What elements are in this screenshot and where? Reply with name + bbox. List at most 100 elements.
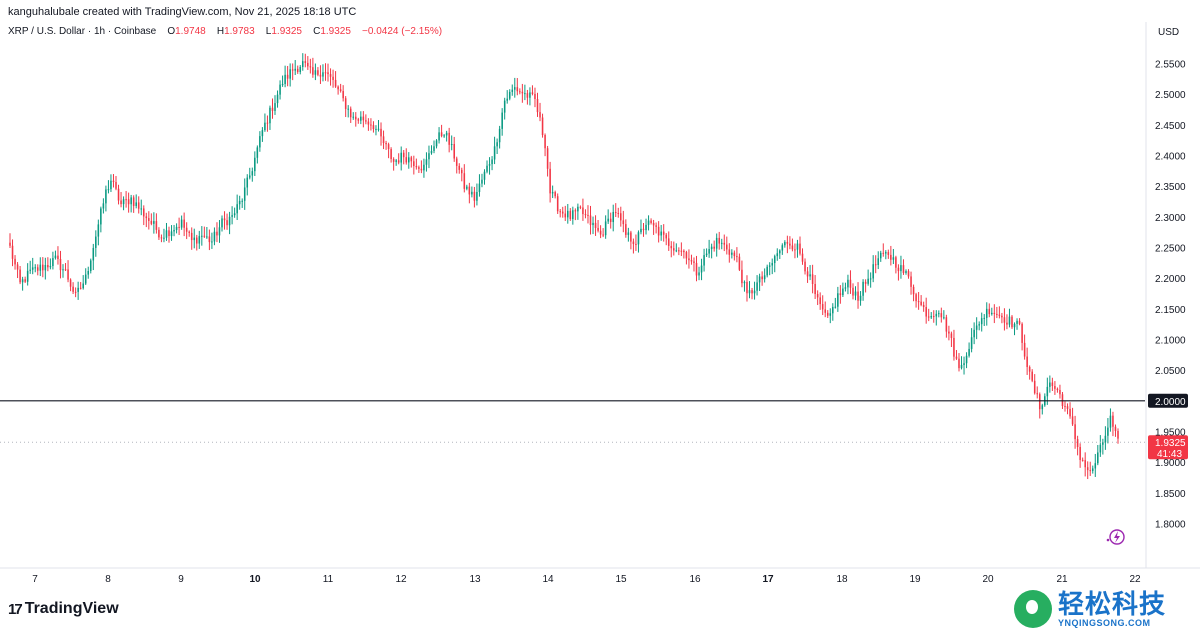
candle-body <box>372 125 375 130</box>
candle-body <box>203 235 206 237</box>
candle-body <box>516 87 519 92</box>
candle-body <box>1102 442 1104 445</box>
candle-body <box>387 144 390 150</box>
candle-body <box>958 358 960 369</box>
candle-body <box>102 203 105 209</box>
candle-body <box>1036 393 1039 395</box>
candle-body <box>761 276 763 280</box>
candle-body <box>92 247 95 261</box>
candle-body <box>806 271 809 277</box>
lightning-icon-bolt <box>1114 531 1120 543</box>
lightning-icon[interactable] <box>1106 529 1125 545</box>
candle-body <box>410 157 413 162</box>
candle-body <box>190 232 193 241</box>
candle-body <box>592 222 594 226</box>
candle-body <box>897 267 900 272</box>
candle-body <box>501 112 503 129</box>
candle-body <box>1041 405 1044 410</box>
candle-body <box>1117 430 1119 439</box>
candle-body <box>370 124 372 126</box>
watermark-title: 轻松科技 <box>1058 589 1167 619</box>
candle-body <box>700 265 703 273</box>
candle-body <box>193 237 196 241</box>
candle-body <box>476 191 478 201</box>
candle-body <box>655 225 657 227</box>
candle-body <box>948 331 950 334</box>
candle-body <box>97 224 100 237</box>
candle-body <box>627 232 630 235</box>
candle-body <box>198 236 201 244</box>
candle-body <box>77 287 79 292</box>
candle-body <box>763 275 766 280</box>
candle-body <box>599 230 602 235</box>
candle-body <box>1069 408 1071 417</box>
candle-body <box>483 171 486 180</box>
candle-body <box>1051 382 1054 387</box>
candle-body <box>455 158 458 166</box>
candle-body <box>79 287 82 289</box>
candle-body <box>115 182 117 189</box>
candle-body <box>1071 416 1074 425</box>
candle-body <box>885 252 887 254</box>
candle-body <box>698 272 700 276</box>
symbol-name[interactable]: XRP / U.S. Dollar · 1h · Coinbase <box>8 26 157 37</box>
low-value: 1.9325 <box>271 26 302 37</box>
candle-body <box>458 165 461 170</box>
candle-body <box>612 212 614 223</box>
candle-body <box>900 265 902 272</box>
change-value: −0.0424 (−2.15%) <box>362 26 443 37</box>
candle-body <box>1064 405 1066 407</box>
candle-body <box>1059 389 1061 395</box>
price-tick-label: 2.3500 <box>1155 182 1186 193</box>
candle-body <box>64 269 67 271</box>
candle-body <box>317 70 319 75</box>
tradingview-logo[interactable]: 17 TradingView <box>8 600 119 618</box>
candle-body <box>930 316 933 318</box>
candle-body <box>705 253 708 256</box>
lightning-icon-ring <box>1109 529 1125 545</box>
candle-body <box>965 355 968 364</box>
candle-body <box>879 252 882 259</box>
candle-body <box>54 255 57 259</box>
candle-body <box>902 265 905 273</box>
candle-body <box>1013 323 1016 328</box>
time-tick-label: 12 <box>395 574 407 585</box>
candle-body <box>1099 444 1102 453</box>
candle-body <box>127 199 130 205</box>
candle-body <box>377 128 380 130</box>
candle-body <box>569 210 572 220</box>
price-tick-label: 2.1500 <box>1155 305 1186 316</box>
candle-body <box>620 213 622 221</box>
candle-body <box>665 234 668 239</box>
candle-body <box>385 142 387 145</box>
candle-body <box>26 270 29 282</box>
candle-body <box>849 279 852 288</box>
candle-body <box>594 222 597 228</box>
candle-body <box>1016 320 1018 324</box>
price-tick-label: 2.3000 <box>1155 213 1186 224</box>
candle-body <box>395 160 397 162</box>
lightning-icon-dot <box>1106 538 1110 542</box>
candle-body <box>799 243 801 254</box>
candle-body <box>251 171 254 176</box>
candle-body <box>185 227 188 232</box>
candle-body <box>804 261 806 272</box>
candle-body <box>511 89 514 92</box>
candle-body <box>882 252 885 254</box>
candle-body <box>743 281 746 284</box>
candle-body <box>34 267 37 269</box>
candle-body <box>450 143 453 145</box>
candle-body <box>352 116 355 118</box>
candle-body <box>726 244 728 250</box>
candle-body <box>44 264 47 271</box>
axes: 2.5500 2.5000 2.4500 2.4000 2.3500 2.3000 2.25… <box>0 22 1200 585</box>
currency-label[interactable]: USD <box>1158 27 1180 38</box>
candle-body <box>390 149 392 159</box>
candle-body <box>877 258 880 266</box>
candle-body <box>1104 435 1107 443</box>
candle-body <box>1074 424 1076 440</box>
candle-body <box>625 224 627 235</box>
candle-body <box>42 264 44 271</box>
countdown-label: 41:43 <box>1157 449 1182 460</box>
